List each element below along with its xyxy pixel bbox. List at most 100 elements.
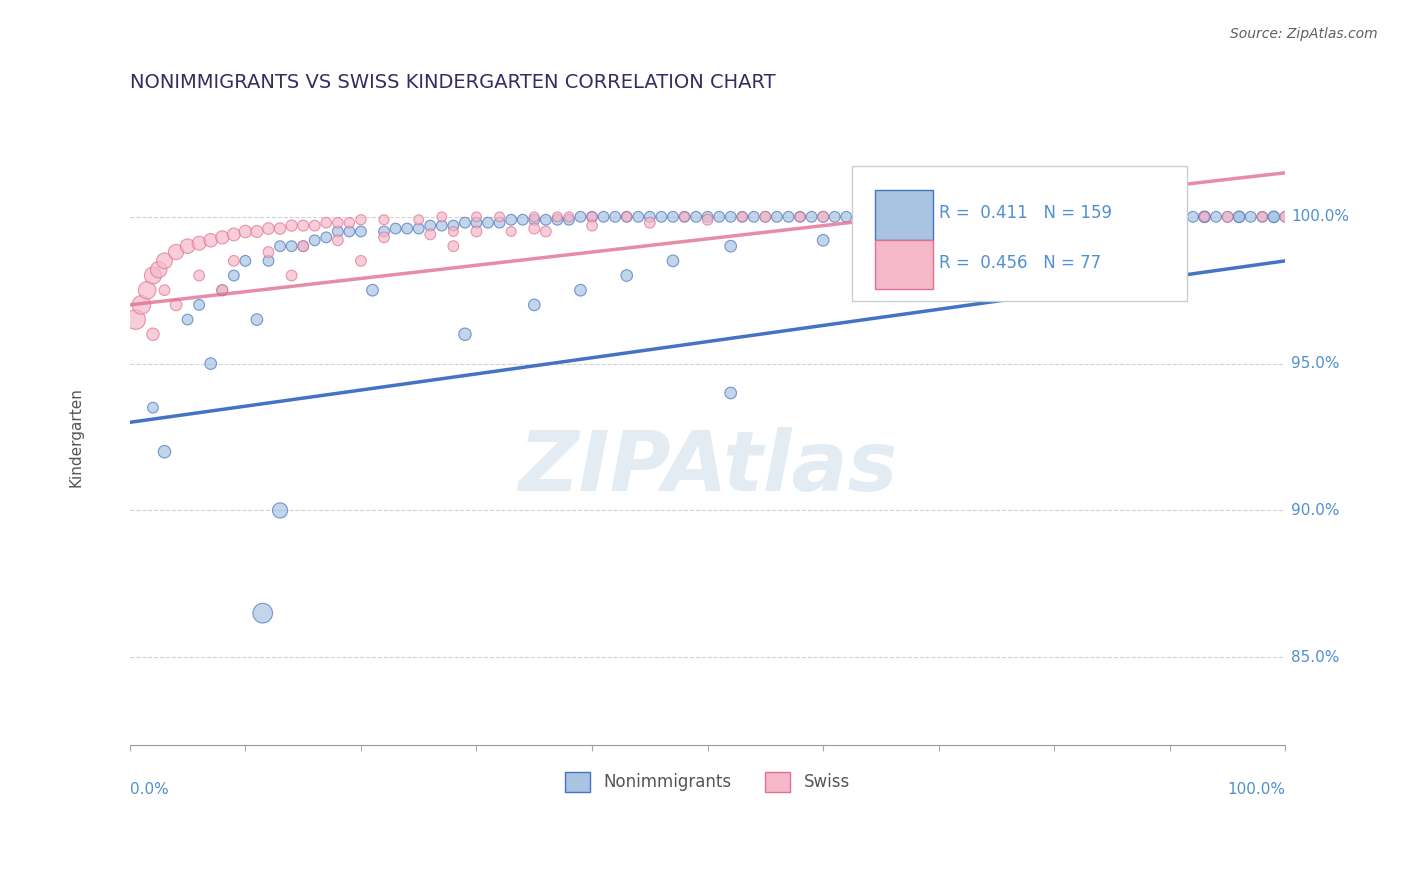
Point	[1043, 210, 1066, 224]
Point	[153, 253, 176, 268]
Point	[696, 210, 718, 224]
Point	[870, 210, 893, 224]
Point	[673, 210, 696, 224]
Text: 90.0%: 90.0%	[1291, 503, 1340, 518]
Text: Kindergarten: Kindergarten	[69, 387, 83, 487]
Point	[986, 210, 1008, 224]
Point	[430, 219, 453, 233]
Point	[662, 253, 685, 268]
Point	[350, 212, 373, 227]
Point	[789, 210, 811, 224]
Point	[211, 230, 233, 244]
Point	[373, 230, 395, 244]
Point	[269, 503, 291, 517]
Point	[720, 210, 742, 224]
Point	[627, 210, 650, 224]
Point	[454, 216, 477, 230]
Point	[962, 210, 984, 224]
Point	[766, 210, 789, 224]
Point	[222, 253, 245, 268]
Point	[1227, 210, 1250, 224]
Point	[915, 210, 938, 224]
Point	[638, 216, 661, 230]
Point	[858, 210, 880, 224]
Point	[124, 312, 146, 326]
Point	[523, 298, 546, 312]
Point	[523, 210, 546, 224]
Point	[1216, 210, 1239, 224]
Point	[1019, 210, 1042, 224]
Legend: Nonimmigrants, Swiss: Nonimmigrants, Swiss	[558, 765, 856, 798]
Point	[546, 212, 568, 227]
Point	[257, 253, 280, 268]
Point	[1159, 210, 1181, 224]
Point	[950, 210, 973, 224]
Point	[396, 221, 419, 235]
Point	[165, 245, 187, 260]
Point	[789, 210, 811, 224]
Point	[1077, 210, 1099, 224]
Text: Source: ZipAtlas.com: Source: ZipAtlas.com	[1230, 27, 1378, 41]
Point	[501, 225, 523, 239]
Point	[1032, 210, 1054, 224]
Point	[742, 210, 765, 224]
Point	[1159, 210, 1181, 224]
Point	[1101, 210, 1123, 224]
Point	[616, 210, 638, 224]
Point	[754, 210, 776, 224]
Point	[939, 210, 962, 224]
Point	[280, 268, 302, 283]
Point	[638, 210, 661, 224]
Point	[523, 212, 546, 227]
Point	[280, 239, 302, 253]
Point	[569, 210, 592, 224]
Point	[1194, 210, 1216, 224]
Point	[211, 283, 233, 297]
Text: 0.0%: 0.0%	[129, 782, 169, 797]
Point	[720, 239, 742, 253]
Point	[1216, 210, 1239, 224]
Point	[304, 233, 326, 247]
Point	[1019, 210, 1042, 224]
Point	[846, 210, 869, 224]
Text: 85.0%: 85.0%	[1291, 649, 1340, 665]
Point	[292, 239, 315, 253]
Point	[419, 227, 441, 242]
Point	[893, 210, 915, 224]
Point	[974, 210, 997, 224]
Point	[1112, 210, 1135, 224]
Point	[870, 230, 893, 244]
Point	[235, 253, 257, 268]
Text: ZIPAtlas: ZIPAtlas	[517, 427, 897, 508]
Point	[465, 225, 488, 239]
Point	[1263, 210, 1285, 224]
Point	[1251, 210, 1274, 224]
Point	[534, 225, 557, 239]
Point	[153, 444, 176, 458]
Text: NONIMMIGRANTS VS SWISS KINDERGARTEN CORRELATION CHART: NONIMMIGRANTS VS SWISS KINDERGARTEN CORR…	[129, 73, 776, 92]
Point	[846, 210, 869, 224]
Point	[835, 210, 858, 224]
Point	[1194, 210, 1216, 224]
Point	[1136, 210, 1159, 224]
Point	[142, 327, 165, 342]
Point	[546, 210, 568, 224]
Point	[558, 212, 581, 227]
Point	[882, 210, 904, 224]
FancyBboxPatch shape	[875, 240, 934, 289]
Point	[148, 262, 170, 277]
Text: 100.0%: 100.0%	[1291, 210, 1350, 224]
Point	[361, 283, 384, 297]
Point	[1194, 210, 1216, 224]
Point	[731, 210, 754, 224]
Point	[430, 210, 453, 224]
Point	[1101, 210, 1123, 224]
Text: R =  0.411   N = 159: R = 0.411 N = 159	[939, 204, 1112, 222]
Point	[811, 210, 834, 224]
Point	[592, 210, 614, 224]
Point	[337, 225, 360, 239]
Point	[142, 268, 165, 283]
Point	[252, 606, 274, 620]
Point	[315, 216, 337, 230]
Point	[1054, 210, 1077, 224]
